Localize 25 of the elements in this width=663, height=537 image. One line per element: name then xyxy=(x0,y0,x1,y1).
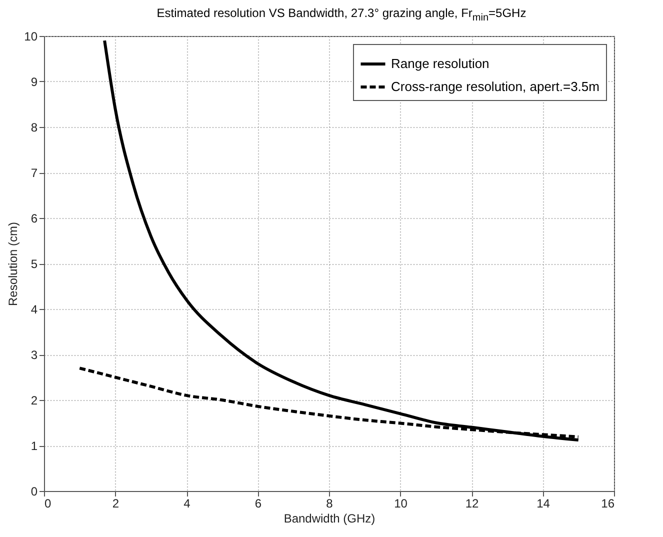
x-axis-title: Bandwidth (GHz) xyxy=(284,512,376,526)
y-tick-label: 7 xyxy=(30,166,38,180)
x-tick-label: 0 xyxy=(44,496,52,510)
y-tick-label: 6 xyxy=(30,212,38,226)
x-tick-label: 4 xyxy=(184,496,191,510)
y-tick-label: 4 xyxy=(30,302,38,316)
y-tick-label: 10 xyxy=(24,30,38,44)
x-tick-label: 6 xyxy=(254,496,262,510)
x-tick-label: 16 xyxy=(601,496,615,510)
y-tick-label: 8 xyxy=(30,120,38,134)
y-tick-label: 2 xyxy=(30,394,38,408)
chart-title: Estimated resolution VS Bandwidth, 27.3° grazing angle, Fr$_{min}$=5GHz xyxy=(156,5,528,24)
x-tick-label: 10 xyxy=(394,496,408,510)
y-axis-title: Resolution (cm) xyxy=(6,222,20,306)
x-tick-label: 8 xyxy=(326,496,334,510)
y-tick-label: 3 xyxy=(30,348,38,362)
x-tick-label: 2 xyxy=(112,496,120,510)
y-tick-label: 1 xyxy=(30,439,38,453)
legend-label: Cross-range resolution, apert.=3.5m xyxy=(391,79,600,94)
x-tick-label: 14 xyxy=(536,496,550,510)
y-tick-label: 0 xyxy=(30,484,38,498)
y-tick-label: 5 xyxy=(30,257,38,271)
legend-label: Range resolution xyxy=(391,56,490,71)
x-tick-label: 12 xyxy=(465,496,479,510)
y-tick-label: 9 xyxy=(30,75,38,89)
